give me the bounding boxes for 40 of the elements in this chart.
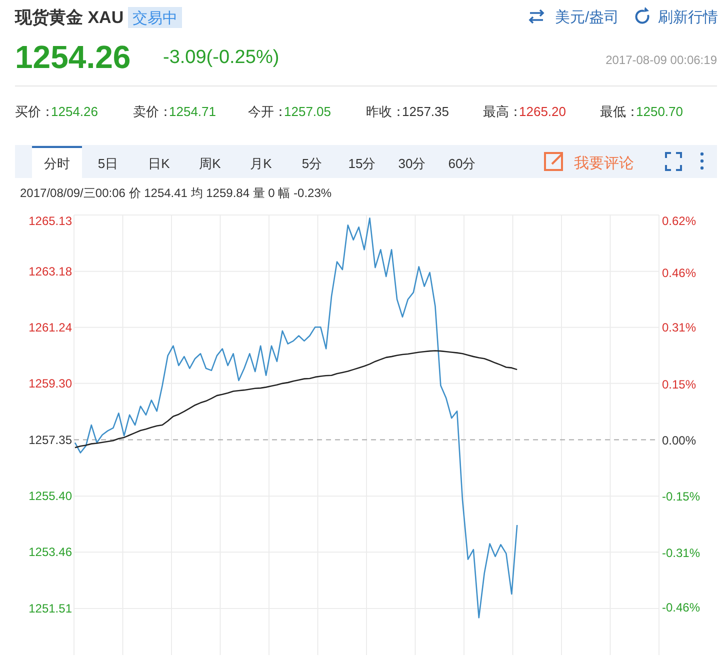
y-tick-label: 1263.18 bbox=[28, 264, 72, 278]
text: 月K bbox=[250, 156, 272, 171]
chart-subtitle: 交易中 bbox=[132, 10, 178, 27]
text: 1265.20 bbox=[519, 104, 566, 119]
chart-title: 现货黄金 XAU bbox=[14, 8, 124, 27]
text: 1254.26 bbox=[15, 39, 131, 75]
text: 2017-08-09 00:06:19 bbox=[606, 53, 718, 67]
text: 1254.71 bbox=[169, 104, 216, 119]
text: 1257.05 bbox=[284, 104, 331, 119]
text: 5日 bbox=[98, 156, 118, 171]
y-tick-label: 1255.40 bbox=[28, 489, 72, 504]
y2-tick-label: -0.46% bbox=[662, 600, 700, 615]
y2-tick-label: 0.00% bbox=[662, 433, 696, 448]
y2-tick-label: -0.31% bbox=[662, 546, 700, 560]
text: 周K bbox=[199, 156, 222, 171]
text: 分时 bbox=[44, 156, 70, 171]
text: -3.09(-0.25%) bbox=[163, 47, 280, 68]
y-tick-label: 1251.51 bbox=[28, 601, 72, 616]
text: 2017/08/09/三00:06 价 1254.41 均 1259.84 量 0 幅 -0.23% bbox=[20, 186, 332, 200]
y2-tick-label: 0.46% bbox=[662, 266, 696, 280]
y-tick-label: 1261.24 bbox=[28, 320, 72, 334]
text: 刷新行情 bbox=[658, 9, 718, 26]
y-tick-label: 1257.35 bbox=[28, 432, 72, 447]
text: 15分 bbox=[348, 156, 376, 171]
text: 1257.35 bbox=[402, 104, 449, 119]
text: 我要评论 bbox=[574, 155, 634, 172]
text: 1254.26 bbox=[51, 104, 98, 119]
y-tick-label: 1265.13 bbox=[28, 214, 72, 228]
text: 60分 bbox=[448, 156, 476, 171]
y-tick-label: 1253.46 bbox=[28, 545, 72, 560]
y2-tick-label: 0.31% bbox=[662, 320, 696, 335]
y2-tick-label: 0.62% bbox=[662, 214, 696, 228]
text: 30分 bbox=[398, 156, 426, 171]
y2-tick-label: -0.15% bbox=[662, 489, 700, 504]
y-tick-label: 1259.30 bbox=[28, 376, 72, 390]
text: 1250.70 bbox=[636, 104, 683, 119]
y2-tick-label: 0.15% bbox=[662, 377, 696, 392]
text: 日K bbox=[148, 156, 170, 171]
text: 美元/盎司 bbox=[555, 9, 620, 26]
text: 5分 bbox=[302, 156, 322, 171]
